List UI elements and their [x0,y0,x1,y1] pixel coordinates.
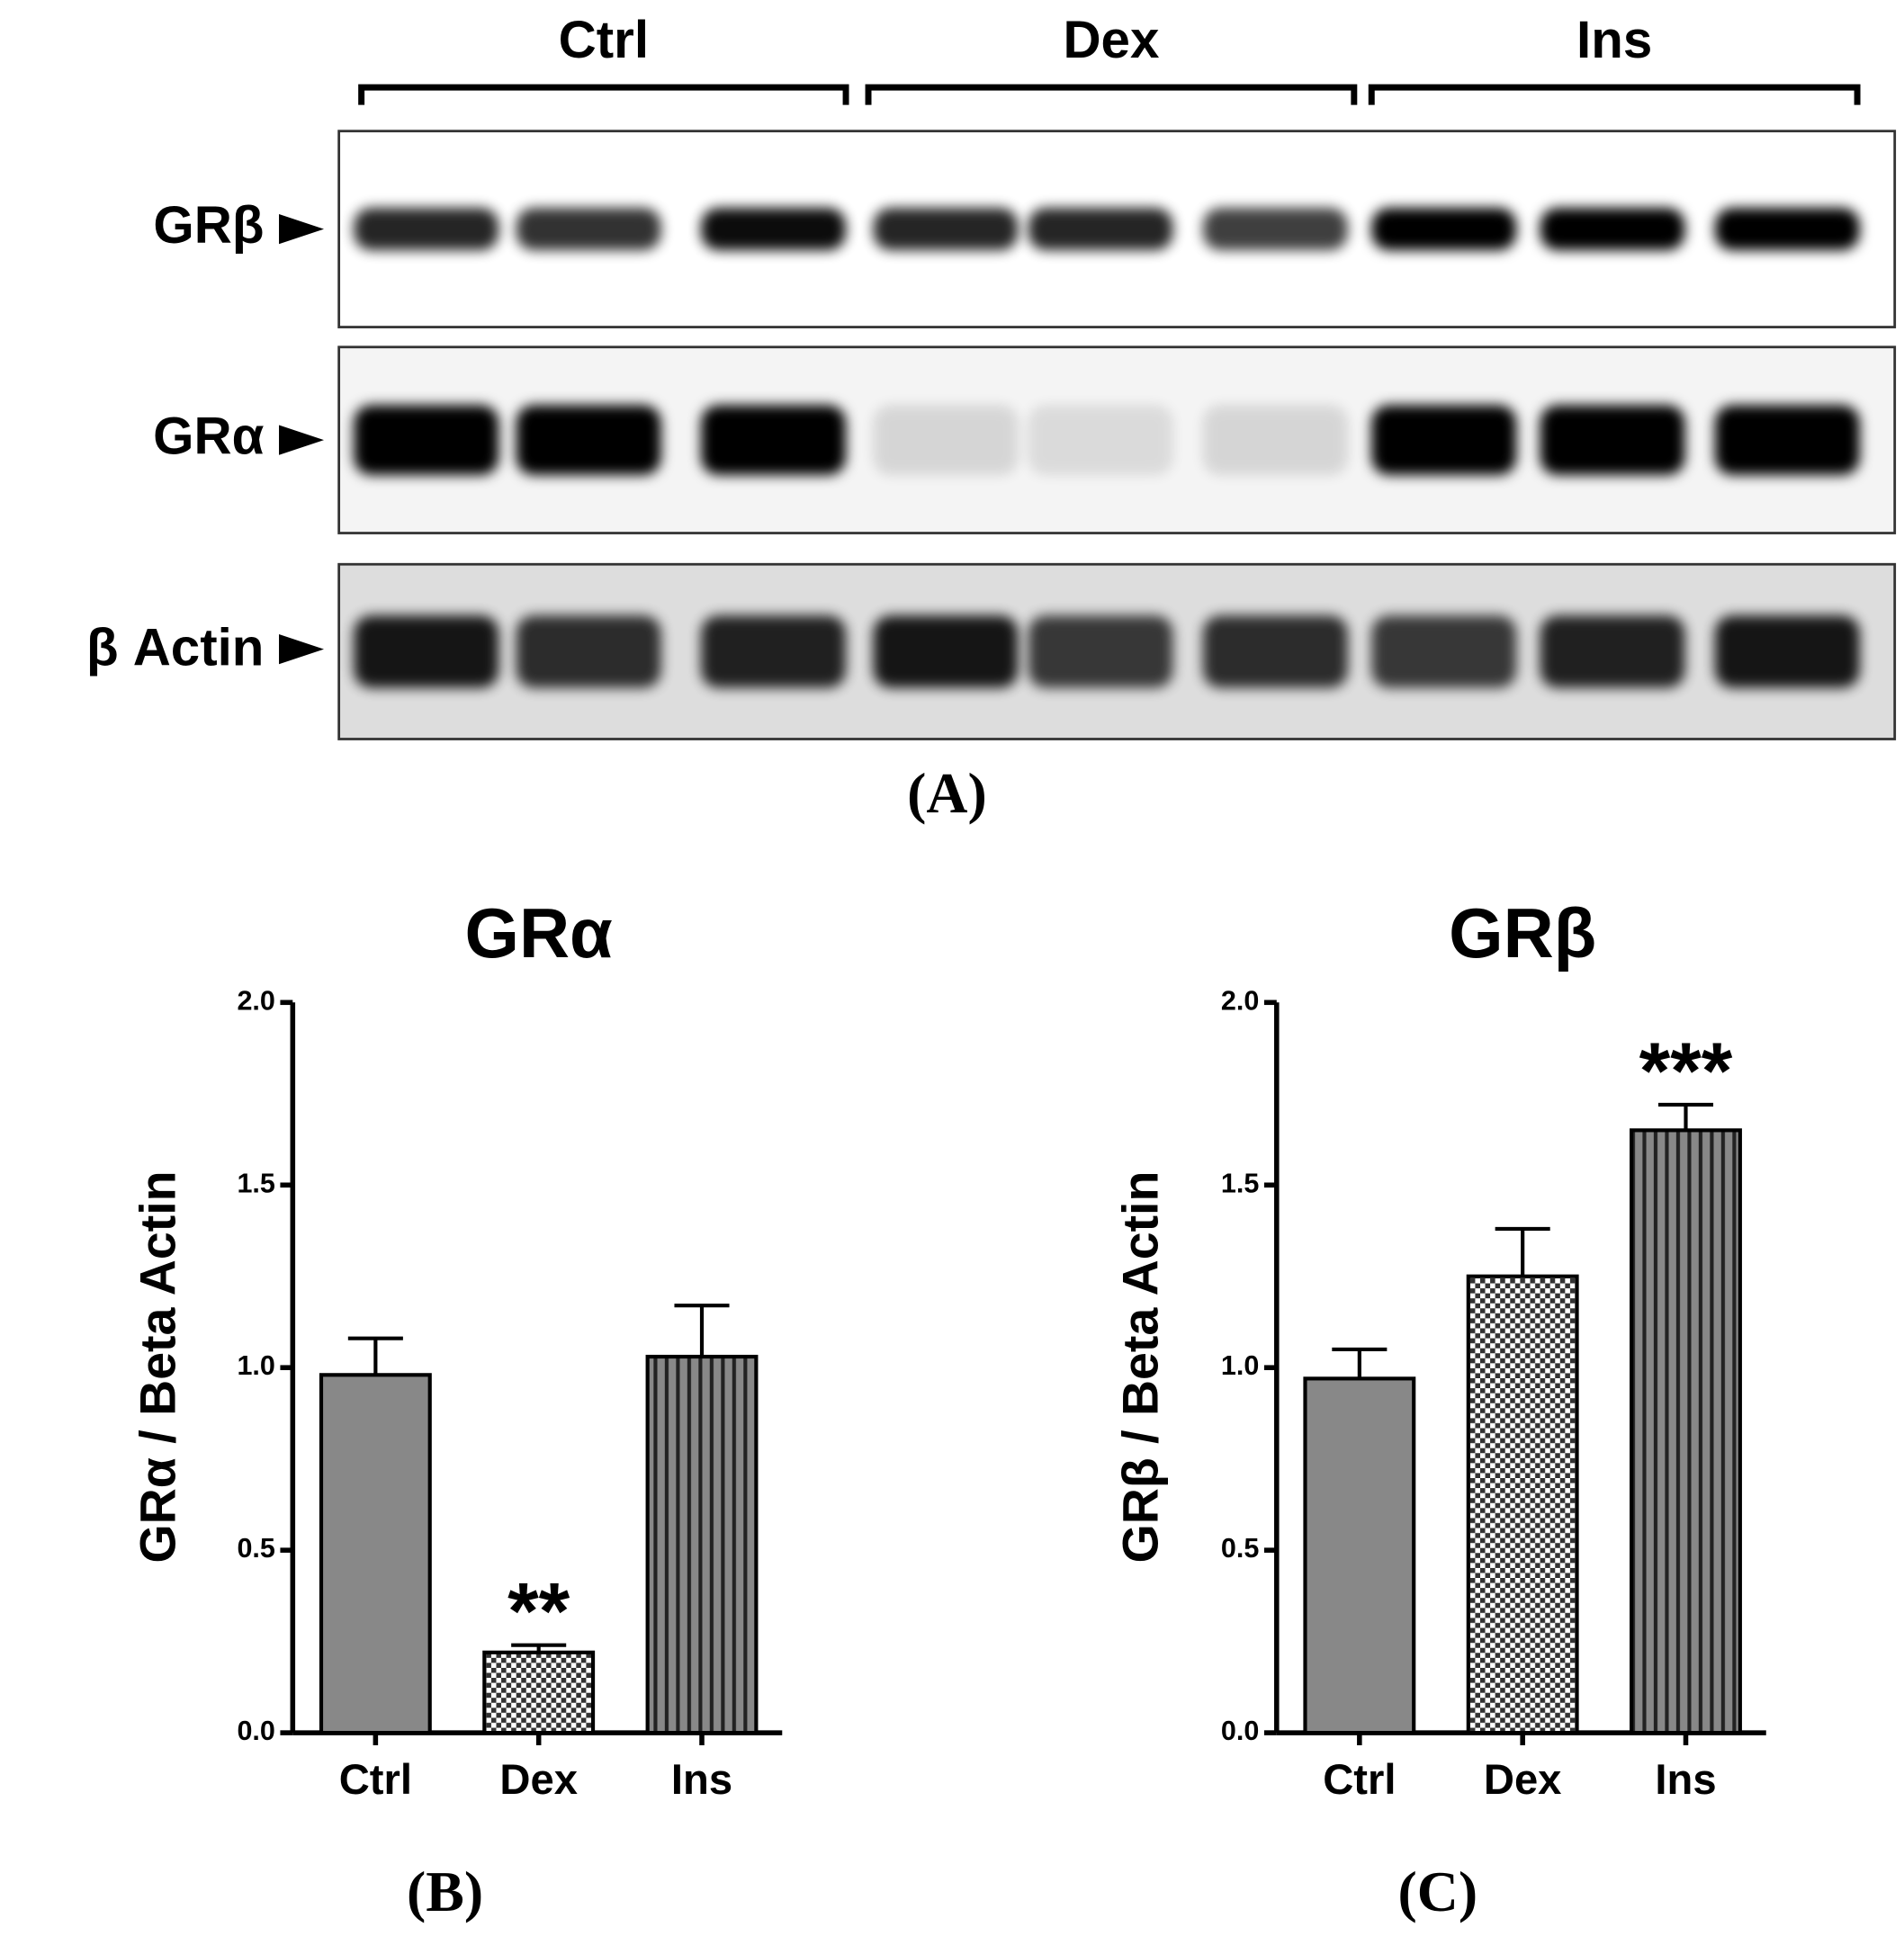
error-bar [347,1336,403,1376]
bracket [865,84,1358,105]
blot-band [1202,405,1348,476]
blot-band [1714,405,1860,476]
bar [1466,1274,1579,1735]
group-label: Dex [1063,11,1159,69]
bar [1630,1128,1742,1735]
x-tick-label: Dex [499,1755,578,1803]
error-bar [1495,1226,1550,1277]
group-label: Ins [1576,11,1652,69]
bar [1303,1376,1416,1735]
y-tick-label: 0.5 [1221,1533,1259,1564]
blot-band [1540,615,1685,688]
panel-label: (B) [407,1860,483,1923]
blot-band [1028,615,1173,688]
row-arrow [279,425,324,455]
blot-band [354,615,499,688]
blot-band [701,405,847,476]
row-label: GRα [153,408,264,466]
row-label: GRβ [153,196,264,255]
row-arrow [279,213,324,245]
significance: *** [1639,1026,1733,1116]
row-label: β Actin [86,619,264,677]
x-tick-label: Ins [671,1755,732,1803]
blot-band [1028,208,1173,251]
blot-panel: Ctrl Dex Ins GRβ GRα β Actin (A) [86,11,1897,825]
chart-title: GRα [465,895,613,972]
blot-band [873,405,1019,476]
y-axis-label: GRα / Beta Actin [130,1170,185,1563]
error-bar [1657,1102,1714,1131]
bracket [358,84,849,105]
group-label: Ctrl [559,11,649,69]
blot-band [1540,208,1685,251]
panel-label: (A) [907,761,987,825]
significance: ** [507,1567,570,1656]
y-tick-label: 1.5 [237,1168,274,1198]
y-axis-label: GRβ / Beta Actin [1112,1171,1168,1564]
bar [645,1354,759,1735]
blot-band [1371,615,1517,688]
blot-band [354,405,499,476]
y-tick-label: 0.0 [1221,1716,1259,1746]
y-tick-label: 1.0 [237,1350,274,1381]
blot-band [701,208,847,251]
blot-band [701,615,847,688]
y-tick-label: 1.5 [1221,1168,1259,1198]
error-bar [1332,1347,1388,1379]
bracket [1368,84,1861,105]
panel-label: (C) [1398,1860,1478,1923]
blot-band [873,615,1019,688]
y-tick-label: 0.5 [237,1533,274,1564]
x-tick-label: Ctrl [339,1755,412,1803]
error-bar [674,1304,730,1358]
y-tick-label: 1.0 [1221,1350,1259,1381]
y-tick-label: 2.0 [237,985,274,1016]
blot-band [1371,405,1517,476]
error-bar [511,1643,567,1653]
blot-band [1714,208,1860,251]
x-tick-label: Ins [1655,1755,1716,1803]
blot-band [516,615,661,688]
blot-band [354,208,499,251]
blot-band [1540,405,1685,476]
row-arrow [279,633,324,665]
bar-chart: GRα GRα / Beta Actin (B) 0.0 0.5 1.0 1.5 2.0 Ctr… [130,895,783,1923]
x-tick-label: Ctrl [1323,1755,1396,1803]
blot-band [1202,208,1348,251]
y-tick-label: 2.0 [1221,985,1259,1016]
blot-band [873,208,1019,251]
bar [319,1373,432,1735]
blot-band [516,405,661,476]
chart-title: GRβ [1449,895,1596,972]
blot-band [516,208,661,251]
x-tick-label: Dex [1484,1755,1562,1803]
bar-chart: GRβ GRβ / Beta Actin (C) 0.0 0.5 1.0 1.5 2.0 Ctr… [1112,895,1766,1923]
blot-band [1371,208,1517,251]
blot-band [1028,405,1173,476]
y-tick-label: 0.0 [237,1716,274,1746]
bar [482,1650,596,1735]
blot-band [1714,615,1860,688]
blot-band [1202,615,1348,688]
